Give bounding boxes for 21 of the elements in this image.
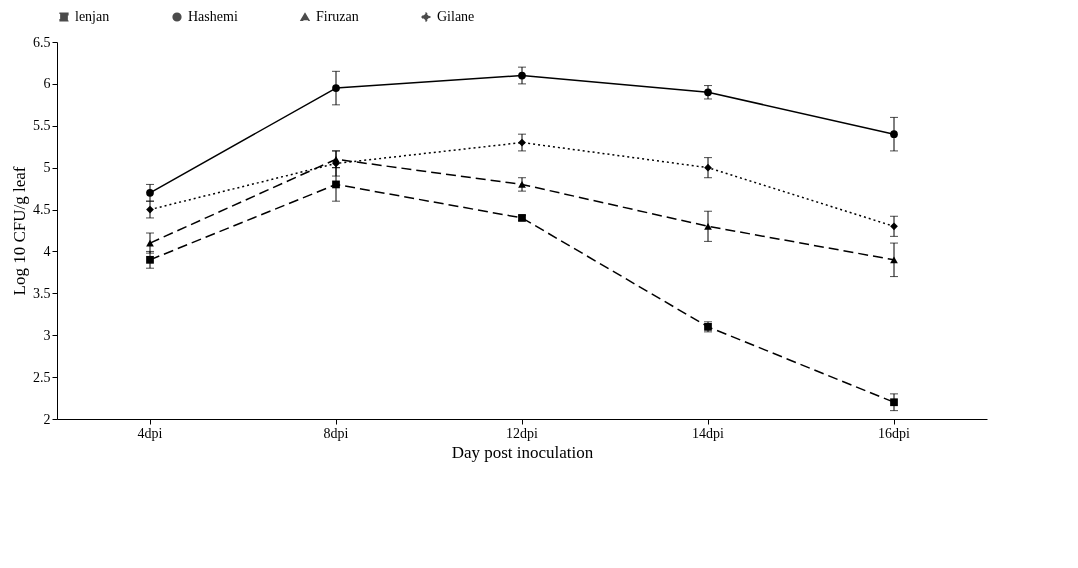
x-tick-label: 8dpi (323, 425, 349, 441)
y-tick-label: 4 (43, 243, 51, 259)
legend-label: Hashemi (188, 9, 238, 24)
y-tick-label: 5.5 (33, 118, 51, 134)
y-tick-label: 4.5 (33, 202, 51, 218)
x-tick-label: 16dpi (878, 425, 911, 441)
x-tick-label: 12dpi (506, 425, 539, 441)
legend-label: lenjan (75, 9, 110, 24)
y-tick-label: 2 (43, 411, 51, 427)
y-tick-label: 6 (43, 76, 51, 92)
y-tick-label: 5 (43, 160, 51, 176)
x-tick-label: 4dpi (137, 425, 163, 441)
y-axis-title: Log 10 CFU/g leaf (10, 166, 29, 296)
legend-label: Firuzan (316, 9, 359, 24)
y-tick-label: 3 (43, 327, 51, 343)
x-axis-title: Day post inoculation (451, 442, 594, 462)
y-tick-label: 6.5 (33, 34, 51, 50)
y-tick-label: 2.5 (33, 369, 51, 385)
legend-label: Gilane (437, 9, 475, 24)
x-tick-label: 14dpi (692, 425, 725, 441)
y-tick-label: 3.5 (33, 285, 51, 301)
